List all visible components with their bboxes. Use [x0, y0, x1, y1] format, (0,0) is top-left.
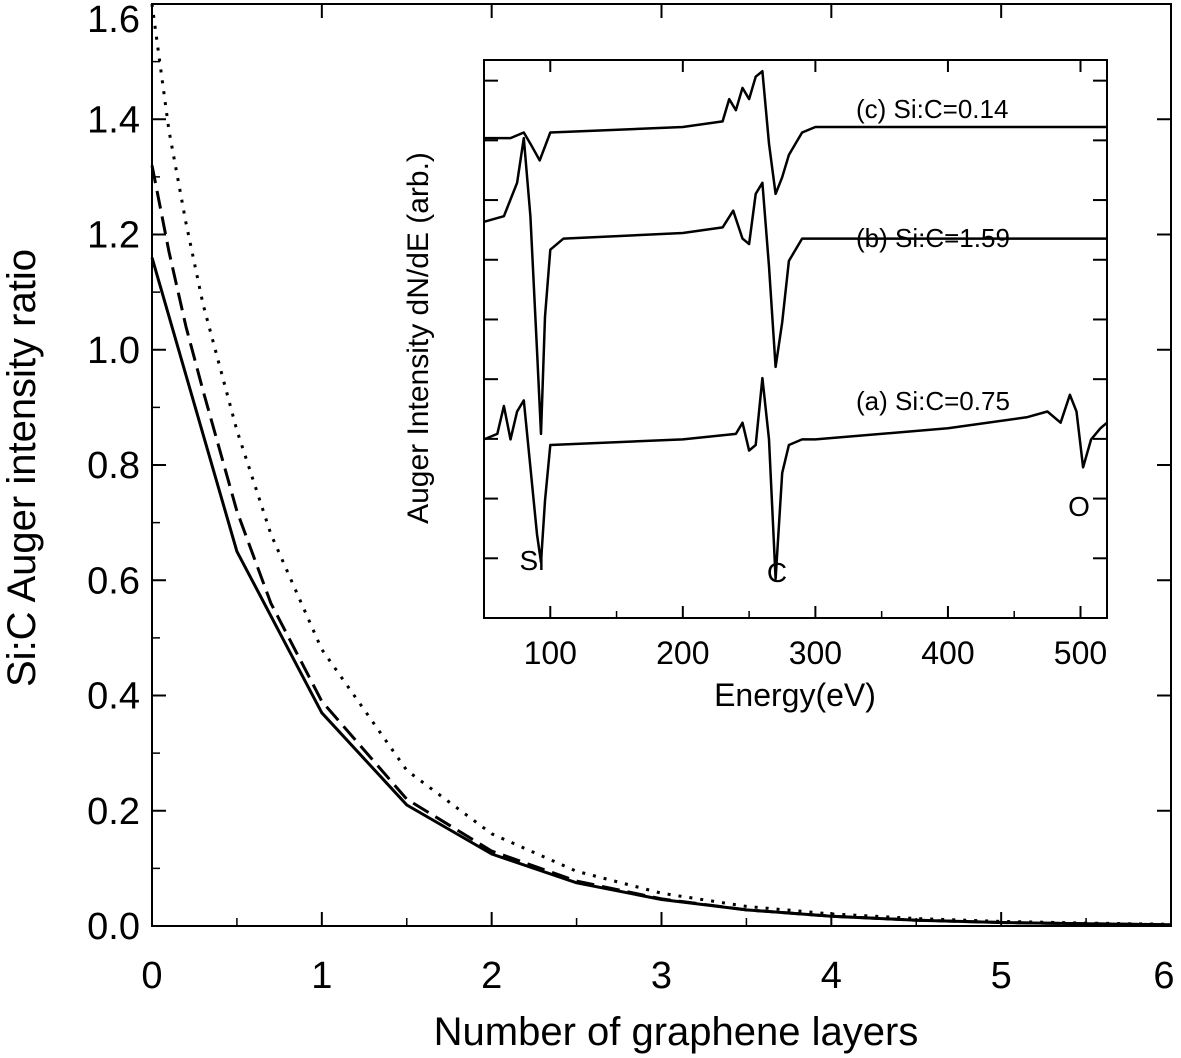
main-y-tick-label: 1.4: [87, 99, 140, 141]
main-x-tick-label: 4: [821, 955, 842, 997]
main-y-tick-label: 0.4: [87, 676, 140, 718]
inset-x-tick-label: 100: [524, 635, 577, 671]
main-series-line-dotted: [150, 3, 1172, 926]
main-x-axis-label: Number of graphene layers: [434, 1010, 919, 1054]
series-label-a: (a) Si:C=0.75: [856, 386, 1010, 416]
main-x-tick-label: 2: [481, 955, 502, 997]
main-series: [150, 3, 1172, 927]
main-y-axis-label: Si:C Auger intensity ratio: [0, 249, 44, 687]
main-y-tick-label: 1.2: [87, 215, 140, 257]
inset-spectrum-line: [483, 376, 1108, 581]
main-y-tick-label: 0.2: [87, 791, 140, 833]
main-x-tick-label: 5: [991, 955, 1012, 997]
peak-label-c: C: [767, 557, 787, 588]
main-y-tick-label: 0.6: [87, 560, 140, 602]
inset-x-tick-label: 500: [1054, 635, 1107, 671]
inset-x-tick-label: 400: [921, 635, 974, 671]
main-x-tick-label: 1: [311, 955, 332, 997]
peak-label-o: O: [1068, 491, 1090, 522]
inset-plot-background: [484, 60, 1107, 618]
main-series-line-dashed: [150, 165, 1172, 927]
inset-x-axis-label: Energy(eV): [714, 677, 876, 713]
inset-x-tick-label: 300: [789, 635, 842, 671]
main-ticks: 0 1 2 3 4 5 6 0.0 0.2 0.4 0.6 0.8 1.0 1.2 1.4 1.6: [87, 0, 1174, 997]
main-x-tick-label: 0: [141, 955, 162, 997]
inset-y-axis-label: Auger Intensity dN/dE (arb.): [402, 152, 435, 524]
inset-plot-frame: [483, 59, 1108, 619]
peak-label-si: Si: [520, 545, 545, 576]
main-y-tick-label: 0.0: [87, 906, 140, 948]
inset-series: [483, 69, 1108, 581]
inset-spectrum-line: [484, 69, 1107, 196]
inset-x-tick-label: 200: [656, 635, 709, 671]
main-x-tick-label: 3: [651, 955, 672, 997]
inset-spectrum-line: [483, 136, 1107, 436]
main-y-tick-label: 1.0: [87, 330, 140, 372]
inset-ticks: 100 200 300 400 500: [484, 60, 1107, 671]
main-y-tick-label: 1.6: [87, 0, 140, 41]
main-x-tick-label: 6: [1153, 955, 1174, 997]
series-label-c: (c) Si:C=0.14: [856, 94, 1008, 124]
series-label-b: (b) Si:C=1.59: [856, 223, 1010, 253]
main-y-tick-label: 0.8: [87, 445, 140, 487]
